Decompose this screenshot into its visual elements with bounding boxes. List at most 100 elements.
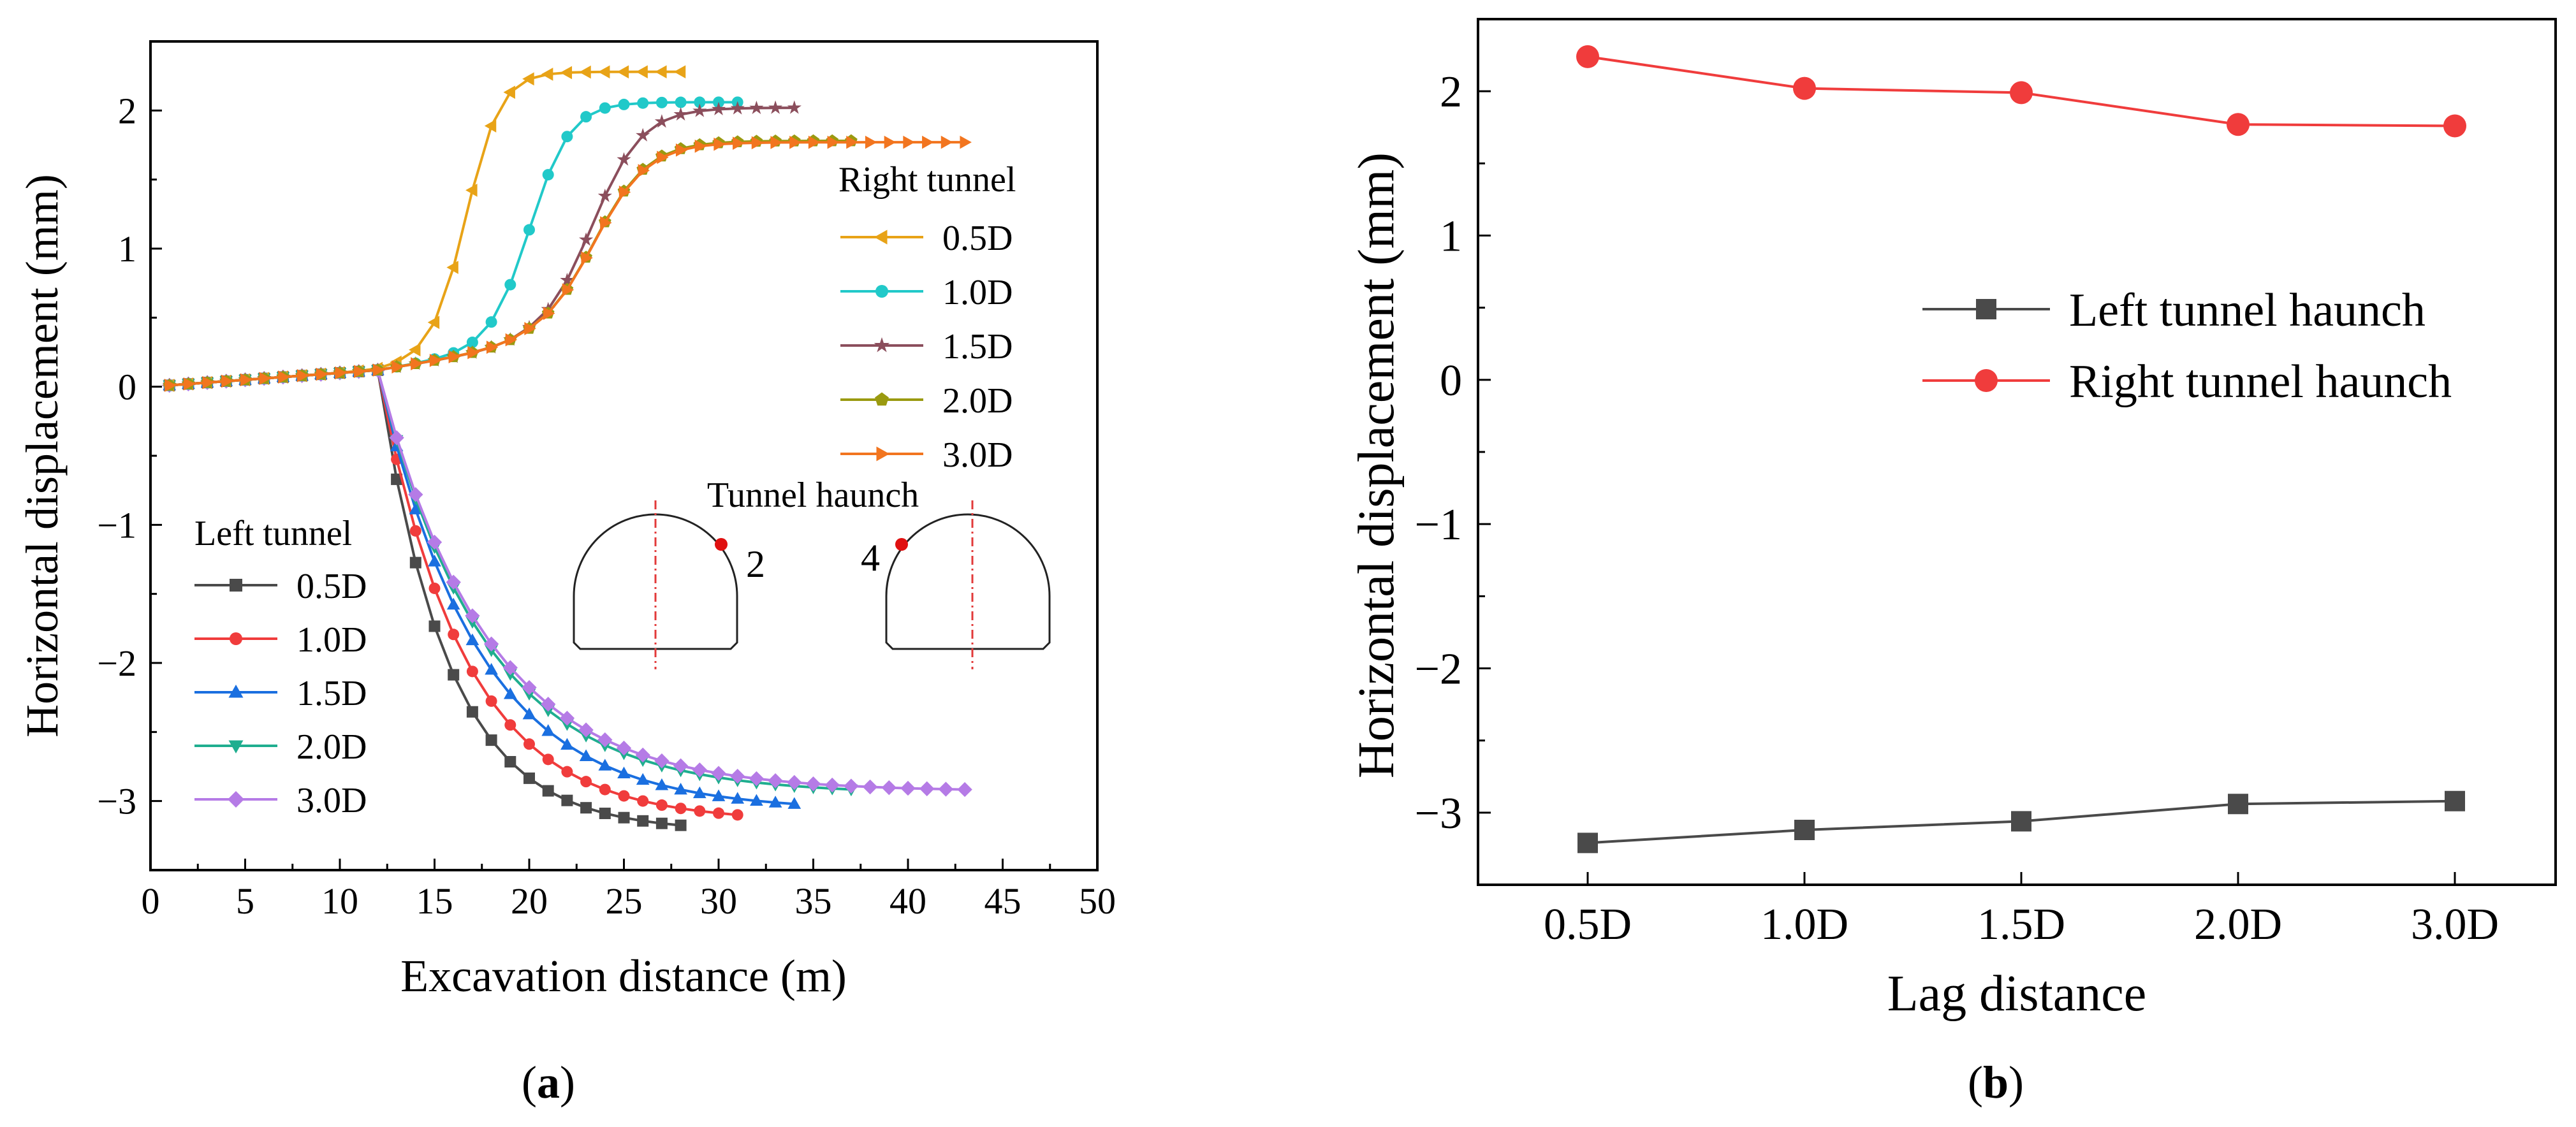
x-tick-label: 45	[984, 880, 1021, 922]
panel-a-y-axis-label: Horizontal displacement (mm)	[17, 174, 68, 738]
legend-entry-3.0D: 3.0D	[840, 435, 1013, 475]
data-point	[749, 771, 765, 787]
legend-label: 3.0D	[296, 781, 367, 820]
data-point	[711, 766, 726, 781]
tunnel-section-left	[573, 513, 738, 650]
data-point	[335, 366, 347, 380]
data-point	[938, 782, 954, 797]
legend-label: Left tunnel haunch	[2069, 284, 2426, 337]
data-point	[202, 375, 214, 389]
data-point	[1793, 76, 1816, 100]
x-tick-label: 0	[142, 880, 160, 922]
data-point	[655, 817, 668, 829]
series-line	[169, 140, 851, 387]
legend-marker	[1976, 299, 1996, 319]
data-point	[427, 316, 440, 330]
data-point	[714, 137, 726, 151]
data-point	[655, 778, 669, 790]
haunch-point-2-label: 2	[746, 543, 765, 585]
x-tick-label: 15	[416, 880, 453, 922]
data-point	[636, 773, 650, 785]
x-tick-label: 10	[321, 880, 358, 922]
data-point	[483, 636, 499, 651]
data-point	[865, 135, 877, 149]
legend-marker	[874, 229, 888, 245]
data-point	[429, 354, 442, 367]
data-point	[561, 766, 573, 778]
data-point	[523, 772, 535, 784]
data-point	[599, 783, 611, 796]
data-point	[579, 749, 593, 761]
data-point	[561, 131, 573, 143]
data-point	[560, 272, 574, 287]
legend-label: 1.5D	[296, 674, 367, 713]
series-line	[169, 101, 738, 387]
x-tick-label: 1.0D	[1760, 900, 1848, 949]
data-point	[787, 797, 801, 809]
legend-label: 1.0D	[296, 620, 367, 660]
data-point	[485, 734, 497, 746]
series-right-tunnel-1.0D	[163, 96, 743, 391]
legend-entry-3.0D: 3.0D	[194, 781, 367, 820]
data-point	[598, 65, 610, 79]
data-point	[562, 283, 574, 297]
data-point	[465, 608, 480, 623]
data-point	[503, 85, 515, 99]
data-point	[372, 363, 385, 377]
legend-entry-right-tunnel-haunch: Right tunnel haunch	[1922, 356, 2452, 408]
data-point	[409, 556, 421, 569]
legend-marker	[875, 392, 889, 406]
data-point	[692, 103, 707, 117]
panel-b-caption-letter: b	[1983, 1057, 2009, 1108]
data-point	[446, 597, 460, 610]
legend-label: 0.5D	[942, 219, 1013, 258]
data-point	[560, 66, 573, 80]
panel-a-x-ticks: 0 5 10 15 20 25 30 35 40 45 50	[142, 859, 1116, 922]
legend-entry-1.0D: 1.0D	[194, 620, 367, 660]
data-point	[542, 785, 554, 797]
data-point	[827, 135, 839, 149]
legend-entry-1.5D: 1.5D	[840, 327, 1013, 367]
legend-marker	[230, 579, 242, 592]
data-point	[392, 360, 404, 374]
data-point	[466, 337, 478, 349]
data-point	[467, 345, 479, 360]
data-point	[354, 365, 366, 379]
data-point	[960, 135, 972, 149]
data-point	[694, 805, 706, 817]
legend-label: 0.5D	[296, 567, 367, 606]
data-point	[922, 135, 934, 149]
data-point	[694, 140, 707, 153]
data-point	[654, 753, 670, 769]
data-point	[675, 819, 687, 831]
data-point	[618, 98, 630, 110]
data-point	[522, 707, 536, 720]
data-point	[655, 799, 668, 811]
legend-marker	[875, 285, 888, 298]
data-point	[599, 102, 611, 114]
data-point	[711, 101, 726, 115]
series-left-tunnel-haunch	[1577, 790, 2465, 854]
data-point	[635, 747, 650, 763]
data-point	[448, 350, 460, 364]
data-point	[504, 756, 516, 768]
data-point	[617, 65, 629, 79]
panel-a-series	[162, 65, 972, 831]
legend-label: 1.0D	[942, 273, 1013, 312]
data-point	[674, 782, 687, 795]
data-point	[673, 106, 688, 121]
series-line	[169, 368, 794, 806]
data-point	[541, 697, 556, 712]
data-point	[618, 811, 630, 824]
data-point	[1577, 833, 1598, 854]
data-point	[578, 722, 594, 738]
legend-entry-1.5D: 1.5D	[194, 674, 367, 713]
panel-a-chart: 0 5 10 15 20 25 30 35 40 45 50 −3 −2 −1 0 1 2 Excavatio…	[17, 40, 1116, 1108]
y-tick-label: 1	[1440, 212, 1462, 261]
y-tick-label: 0	[1440, 356, 1462, 405]
panel-a-x-axis-label: Excavation distance (m)	[400, 950, 847, 1001]
data-point	[221, 374, 233, 388]
data-point	[730, 769, 745, 784]
x-tick-label: 25	[606, 880, 643, 922]
